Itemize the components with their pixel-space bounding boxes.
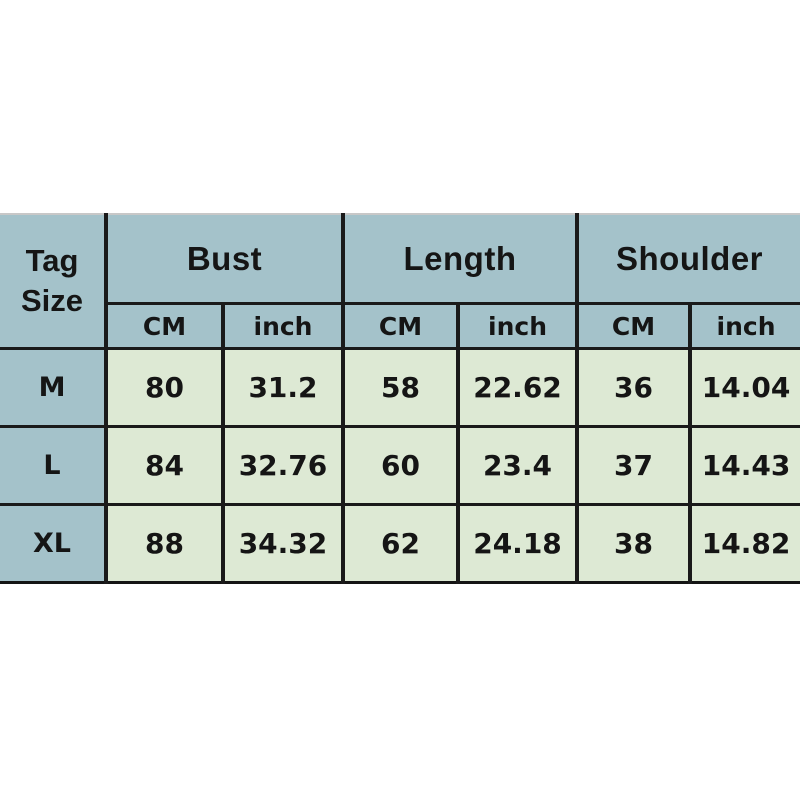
table-row-size-l: L 84 32.76 60 23.4 37 14.43: [0, 425, 800, 506]
cell-l-bust-cm: 84: [104, 425, 225, 506]
unit-header-row: CM inch CM inch CM inch: [0, 302, 800, 350]
size-label-m: M: [0, 347, 108, 428]
table-row-size-xl: XL 88 34.32 62 24.18 38 14.82: [0, 503, 800, 584]
table-row-size-m: M 80 31.2 58 22.62 36 14.04: [0, 347, 800, 428]
cell-l-length-inch: 23.4: [455, 425, 580, 506]
cell-l-shoulder-cm: 37: [575, 425, 693, 506]
corner-header-tag-size: Tag Size: [0, 213, 108, 350]
unit-header-bust-inch: inch: [221, 302, 345, 350]
cell-m-length-cm: 58: [341, 347, 460, 428]
cell-xl-shoulder-cm: 38: [575, 503, 693, 584]
group-header-shoulder: Shoulder: [575, 213, 800, 306]
cell-xl-bust-cm: 88: [104, 503, 225, 584]
unit-header-length-inch: inch: [455, 302, 580, 350]
group-header-row: Tag Size Bust Length Shoulder: [0, 213, 800, 350]
size-chart-table: Tag Size Bust Length Shoulder CM inch CM…: [0, 213, 800, 584]
cell-xl-length-cm: 62: [341, 503, 460, 584]
size-label-xl: XL: [0, 503, 108, 584]
cell-xl-bust-inch: 34.32: [221, 503, 345, 584]
cell-xl-length-inch: 24.18: [455, 503, 580, 584]
cell-m-shoulder-cm: 36: [575, 347, 693, 428]
unit-header-bust-cm: CM: [104, 302, 225, 350]
cell-m-shoulder-inch: 14.04: [688, 347, 800, 428]
cell-m-length-inch: 22.62: [455, 347, 580, 428]
size-label-l: L: [0, 425, 108, 506]
unit-header-length-cm: CM: [341, 302, 460, 350]
unit-header-shoulder-inch: inch: [688, 302, 800, 350]
group-header-length: Length: [340, 213, 580, 306]
cell-m-bust-cm: 80: [104, 347, 225, 428]
group-header-bust: Bust: [104, 213, 345, 306]
cell-xl-shoulder-inch: 14.82: [688, 503, 800, 584]
cell-l-length-cm: 60: [341, 425, 460, 506]
cell-l-shoulder-inch: 14.43: [688, 425, 800, 506]
cell-m-bust-inch: 31.2: [221, 347, 345, 428]
unit-header-shoulder-cm: CM: [575, 302, 693, 350]
cell-l-bust-inch: 32.76: [221, 425, 345, 506]
